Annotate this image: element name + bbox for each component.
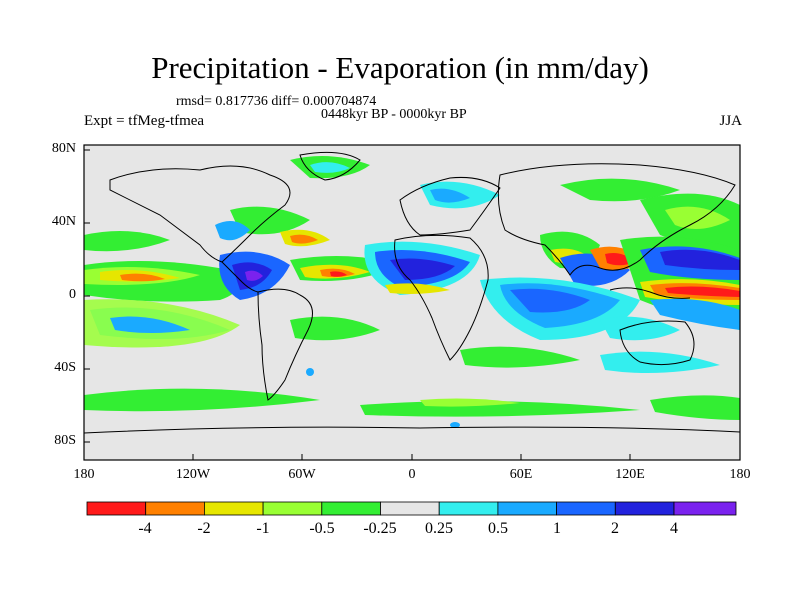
contour-sahel-yellow: [385, 283, 450, 294]
season-label: JJA: [719, 113, 742, 129]
colorbar-box-4: [321, 501, 381, 516]
colorbar-label: 4: [670, 520, 678, 537]
contour-ne-asia-green: [560, 178, 680, 202]
contour-fields: [84, 156, 740, 428]
contour-npac-lime: [665, 206, 730, 229]
contour-spac-blue: [650, 298, 740, 330]
colorbar-label: -1: [256, 520, 270, 537]
colorbar-box-10: [673, 501, 737, 516]
contour-io-dark: [510, 288, 590, 313]
contour-npac-w-green: [84, 231, 170, 252]
period-subtitle: 0448kyr BP - 0000kyr BP: [321, 107, 467, 122]
coast-central-america: [221, 261, 259, 293]
colorbar-label: -4: [138, 520, 152, 537]
colorbar-label: -0.25: [363, 520, 397, 537]
coast-europe: [399, 177, 501, 236]
colorbar-box-5: [380, 501, 440, 516]
colorbar-box-9: [614, 501, 675, 516]
colorbar-box-6: [438, 501, 499, 516]
xtick-label: 0: [408, 467, 416, 482]
contour-sio-cyan: [600, 351, 720, 374]
contour-tpac-orange: [120, 273, 165, 282]
colorbar-box-0: [86, 501, 147, 516]
colorbar-box-8: [556, 501, 616, 516]
contour-natl-orange: [290, 234, 318, 244]
contour-aus-cyan: [600, 316, 680, 341]
colorbar-label: 1: [553, 520, 561, 537]
contour-wpac-red: [665, 286, 740, 297]
contour-spcz-blue: [110, 316, 190, 333]
coast-australia: [619, 320, 695, 366]
coast-asia: [497, 163, 736, 276]
plot-title: Precipitation - Evaporation (in mm/day): [151, 50, 649, 85]
xtick-label: 120W: [175, 467, 211, 482]
contour-arctic-cyan: [310, 162, 350, 173]
ytick-label: 40S: [54, 360, 76, 375]
contour-so-green-1: [84, 388, 320, 412]
contour-tatl-red: [330, 271, 347, 277]
contour-so-green-3: [650, 395, 740, 420]
contour-nscan-blue: [430, 188, 470, 203]
axis-ticks: [83, 149, 741, 460]
colorbar-label: 0.25: [425, 520, 453, 537]
coast-africa: [394, 234, 489, 361]
colorbar-box-3: [262, 501, 323, 516]
contour-camerica-purple: [245, 270, 263, 281]
coast-greenland: [299, 151, 361, 181]
xtick-label: 120E: [615, 467, 645, 482]
xtick-label: 60W: [288, 467, 316, 482]
contour-so-lime: [420, 398, 520, 407]
coast-indonesia: [609, 287, 691, 299]
ytick-label: 80S: [54, 433, 76, 448]
colorbar-box-2: [203, 501, 264, 516]
colorbar-box-7: [497, 501, 557, 516]
colorbar-label: -0.5: [309, 520, 335, 537]
xtick-label: 180: [73, 467, 95, 482]
contour-antarctic-blue: [450, 422, 460, 428]
colorbar-label: -2: [197, 520, 211, 537]
xtick-label: 180: [729, 467, 751, 482]
coastlines: [84, 151, 740, 434]
ytick-label: 80N: [51, 141, 76, 156]
contour-satl-blue: [306, 368, 314, 376]
contour-wpac-dark: [660, 249, 740, 270]
coast-south-america: [257, 288, 313, 401]
colorbar-label: 0.5: [488, 520, 508, 537]
contour-satl-green: [290, 316, 380, 341]
xtick-label: 60E: [509, 467, 533, 482]
contour-east-us-blue: [215, 221, 250, 241]
ytick-label: 40N: [51, 214, 76, 229]
coast-antarctica: [84, 426, 740, 434]
contour-n-atlantic-green: [230, 206, 310, 235]
colorbar-label: 2: [611, 520, 619, 537]
experiment-label: Expt = tfMeg-tfmea: [84, 113, 205, 129]
colorbar: [86, 501, 737, 516]
ytick-label: 0: [69, 287, 76, 302]
stats-subtitle: rmsd= 0.817736 diff= 0.000704874: [176, 94, 377, 109]
coast-north-america: [109, 165, 291, 263]
colorbar-box-1: [145, 501, 205, 516]
contour-sio-green: [460, 346, 580, 368]
contour-sahel-dark: [390, 258, 455, 280]
